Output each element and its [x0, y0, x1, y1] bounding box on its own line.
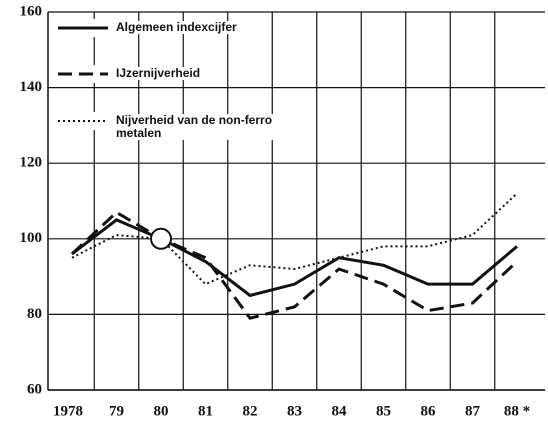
x-tick-label: 82 [243, 403, 258, 419]
y-tick-label: 160 [20, 3, 43, 19]
y-tick-label: 140 [20, 79, 43, 95]
x-tick-label: 87 [465, 403, 481, 419]
series-line [70, 210, 519, 320]
y-tick-label: 80 [27, 306, 42, 322]
x-tick-label: 79 [109, 403, 124, 419]
x-tick-label: 83 [287, 403, 302, 419]
x-tick-label: 86 [421, 403, 437, 419]
x-tick-label: 1978 [53, 403, 83, 419]
series-line [71, 218, 518, 298]
y-tick-label: 120 [20, 155, 43, 171]
x-tick-label: 88 * [504, 403, 530, 419]
x-tick-label: 84 [332, 403, 348, 419]
y-tick-label: 60 [27, 381, 42, 397]
legend-label: IJzernijverheid [116, 66, 201, 80]
legend-label: Nijverheid van de non-ferro metalen [116, 114, 276, 140]
x-tick-label: 81 [198, 403, 213, 419]
series-line [71, 192, 518, 286]
legend-label: Algemeen indexcijfer [116, 20, 237, 34]
x-tick-label: 85 [376, 403, 391, 419]
y-tick-label: 100 [20, 230, 43, 246]
highlight-circle [150, 227, 172, 250]
x-tick-label: 80 [154, 403, 169, 419]
